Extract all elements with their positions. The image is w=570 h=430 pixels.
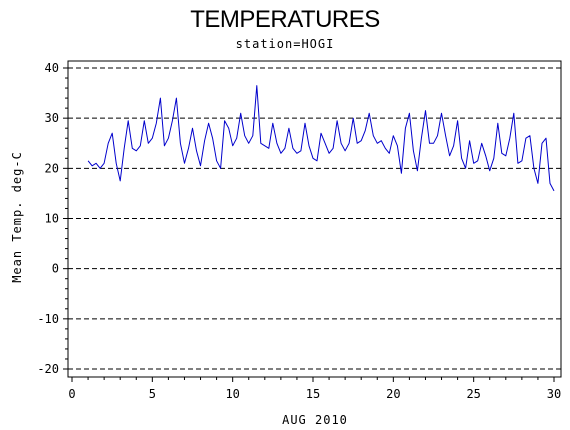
x-tick-label: 0 [68, 387, 75, 401]
axis-ticks: -20 -10 0 10 20 30 40 0 5 10 15 20 25 30 [37, 61, 561, 401]
x-tick-label: 5 [149, 387, 156, 401]
y-tick-label: 20 [45, 161, 59, 175]
x-tick-label: 20 [386, 387, 400, 401]
temperature-series-line [87, 85, 555, 192]
y-tick-label: 10 [45, 212, 59, 226]
y-tick-label: -20 [37, 362, 59, 376]
x-tick-label: 30 [547, 387, 561, 401]
y-axis-label: Mean Temp. deg-C [10, 151, 24, 283]
x-axis-label: AUG 2010 [282, 413, 348, 427]
x-tick-label: 25 [466, 387, 480, 401]
y-tick-label: 40 [45, 61, 59, 75]
chart-subtitle: station=HOGI [235, 37, 335, 51]
x-tick-label: 15 [306, 387, 320, 401]
chart-title: TEMPERATURES [190, 6, 380, 33]
grid-lines [68, 67, 561, 370]
y-tick-label: 0 [52, 262, 59, 276]
y-tick-label: -10 [37, 312, 59, 326]
x-tick-label: 10 [225, 387, 239, 401]
y-tick-label: 30 [45, 111, 59, 125]
series-layer [87, 85, 555, 192]
